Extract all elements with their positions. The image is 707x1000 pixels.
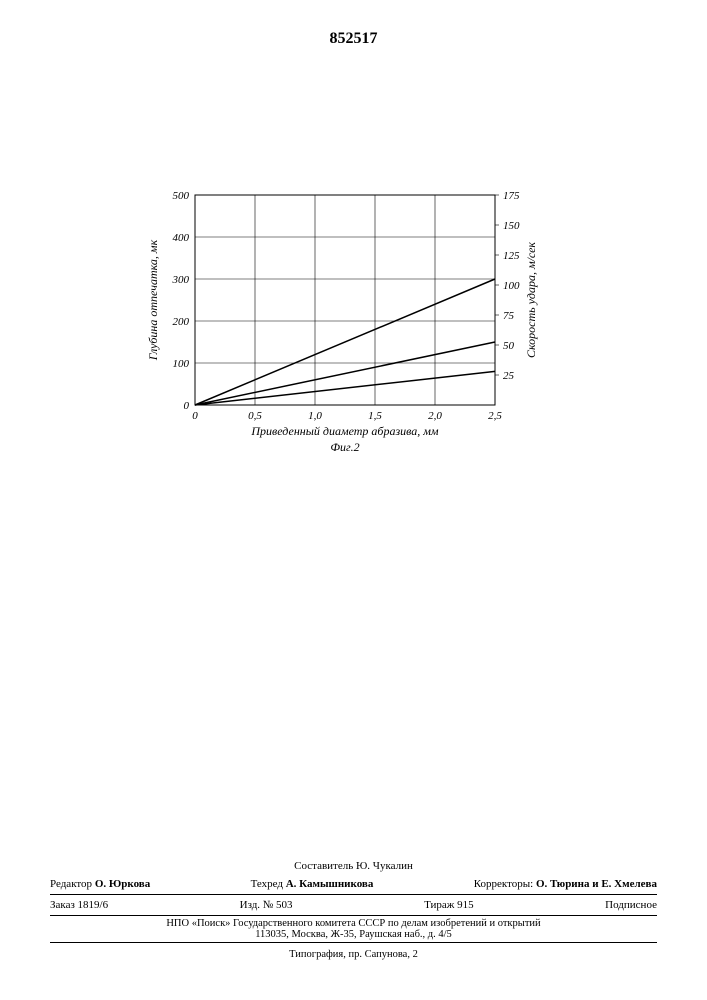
svg-text:175: 175 xyxy=(503,190,520,202)
org: НПО «Поиск» Государственного комитета СС… xyxy=(50,918,657,929)
compositor: Составитель Ю. Чукалин xyxy=(50,860,657,872)
svg-text:1,5: 1,5 xyxy=(368,410,382,422)
subscription: Подписное xyxy=(605,899,657,911)
chart: 0 0,5 1,0 1,5 2,0 2,5 100 200 300 400 500 0 25 50 75 10… xyxy=(140,170,540,470)
izd: Изд. № 503 xyxy=(240,899,293,911)
svg-text:25: 25 xyxy=(503,370,515,382)
svg-text:50: 50 xyxy=(503,340,515,352)
svg-text:300: 300 xyxy=(172,274,190,286)
svg-text:Приведенный диаметр абразива,: Приведенный диаметр абразива, мм xyxy=(250,424,439,438)
svg-text:2,0: 2,0 xyxy=(428,410,442,422)
svg-text:0: 0 xyxy=(192,410,198,422)
typography: Типография, пр. Сапунова, 2 xyxy=(50,949,657,960)
svg-text:125: 125 xyxy=(503,250,520,262)
tirazh: Тираж 915 xyxy=(424,899,474,911)
svg-text:100: 100 xyxy=(503,280,520,292)
svg-text:400: 400 xyxy=(173,232,190,244)
svg-text:0,5: 0,5 xyxy=(248,410,262,422)
techred: Техред А. Камышникова xyxy=(251,878,374,890)
editor: Редактор О. Юркова xyxy=(50,878,150,890)
address: 113035, Москва, Ж-35, Раушская наб., д. … xyxy=(50,929,657,940)
svg-text:Глубина отпечатка, мк: Глубина отпечатка, мк xyxy=(146,239,160,361)
correctors: Корректоры: О. Тюрина и Е. Хмелева xyxy=(474,878,657,890)
svg-text:75: 75 xyxy=(503,310,515,322)
svg-text:500: 500 xyxy=(173,190,190,202)
svg-text:200: 200 xyxy=(173,316,190,328)
svg-text:2,5: 2,5 xyxy=(488,410,502,422)
svg-text:Скорость удара, м/сек: Скорость удара, м/сек xyxy=(524,242,538,358)
svg-text:150: 150 xyxy=(503,220,520,232)
order: Заказ 1819/6 xyxy=(50,899,108,911)
svg-text:0: 0 xyxy=(184,400,190,412)
svg-text:1,0: 1,0 xyxy=(308,410,322,422)
svg-text:100: 100 xyxy=(173,358,190,370)
svg-text:Фиг.2: Фиг.2 xyxy=(330,440,359,454)
footer-block: Составитель Ю. Чукалин Редактор О. Юрков… xyxy=(50,860,657,960)
document-number: 852517 xyxy=(0,30,707,48)
